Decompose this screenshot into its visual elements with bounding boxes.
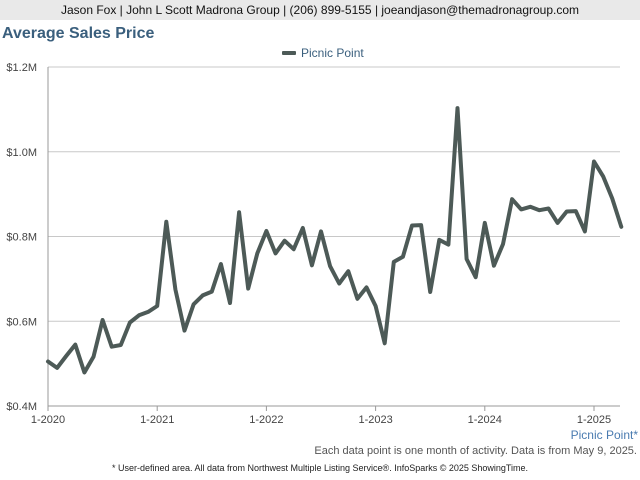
data-point: [519, 207, 523, 211]
data-point: [310, 263, 314, 267]
data-point: [556, 221, 560, 225]
data-point: [228, 301, 232, 305]
series-layer: [46, 106, 624, 375]
data-point: [292, 247, 296, 251]
data-point: [510, 197, 514, 201]
data-point: [592, 160, 596, 163]
data-point: [528, 205, 532, 209]
data-point: [128, 321, 132, 324]
data-point: [501, 242, 505, 246]
data-point: [383, 341, 387, 345]
data-point: [201, 293, 205, 297]
data-point: [346, 269, 350, 273]
x-tick-label: 1-2020: [31, 414, 65, 426]
data-point: [92, 355, 95, 359]
data-point: [264, 229, 268, 233]
data-point: [610, 196, 614, 200]
data-note: Each data point is one month of activity…: [314, 445, 637, 457]
data-point: [101, 318, 105, 322]
chart-legend: Picnic Point: [282, 46, 364, 60]
data-point: [210, 290, 214, 294]
data-point: [219, 262, 223, 266]
data-point: [428, 290, 432, 294]
legend-label: Picnic Point: [301, 46, 364, 60]
data-point: [155, 304, 159, 308]
data-point: [183, 329, 186, 333]
x-tick-label: 1-2023: [358, 414, 392, 426]
data-point: [237, 210, 241, 214]
data-point: [255, 251, 259, 255]
x-tick-label: 1-2021: [140, 414, 174, 426]
data-point: [355, 297, 359, 301]
data-point: [119, 343, 123, 347]
data-point: [547, 207, 550, 210]
data-point: [110, 345, 114, 349]
source-note: * User-defined area. All data from North…: [111, 463, 529, 473]
data-point: [537, 208, 541, 212]
data-point: [328, 264, 332, 268]
data-point: [437, 238, 441, 242]
data-point: [64, 354, 68, 358]
y-tick-label: $0.6M: [6, 316, 37, 328]
y-tick-label: $0.8M: [6, 232, 37, 244]
area-label: Picnic Point*: [570, 428, 638, 442]
x-tick-label: 1-2022: [249, 414, 283, 426]
data-point: [274, 251, 277, 255]
data-point: [410, 224, 414, 227]
data-point: [146, 310, 150, 314]
data-point: [374, 304, 378, 308]
data-point: [137, 313, 141, 317]
data-point: [619, 225, 623, 229]
data-point: [583, 229, 587, 233]
series-line-picnic-point: [46, 106, 624, 375]
data-point: [46, 360, 50, 363]
data-point: [192, 302, 196, 306]
agent-contact-line: Jason Fox | John L Scott Madrona Group |…: [60, 3, 580, 17]
data-point: [337, 282, 341, 285]
data-point: [173, 288, 177, 291]
data-point: [419, 223, 423, 227]
data-point: [601, 174, 605, 178]
agent-header-bar: Jason Fox | John L Scott Madrona Group |…: [0, 0, 640, 20]
data-point: [565, 210, 569, 213]
axes: $0.4M $0.6M $0.8M $1.0M $1.2M 1-2020 1-2021 1-2…: [6, 62, 620, 426]
data-point: [55, 366, 59, 370]
data-point: [82, 371, 86, 374]
data-point: [365, 285, 368, 289]
x-tick-label: 1-2025: [577, 414, 611, 426]
data-point: [392, 260, 396, 264]
y-tick-label: $1.2M: [6, 62, 37, 74]
data-point: [73, 343, 77, 347]
data-point: [456, 106, 459, 110]
data-point: [283, 239, 287, 243]
x-tick-label: 1-2024: [468, 414, 502, 426]
y-tick-label: $1.0M: [6, 147, 37, 159]
data-point: [319, 229, 323, 233]
chart-title: Average Sales Price: [2, 25, 155, 42]
data-point: [492, 264, 496, 268]
data-point: [246, 287, 250, 291]
data-point: [164, 220, 168, 224]
data-point: [483, 221, 487, 225]
y-tick-label: $0.4M: [6, 401, 37, 413]
grid-lines: [48, 66, 620, 407]
data-point: [446, 243, 450, 247]
data-point: [401, 255, 405, 259]
data-point: [301, 226, 305, 230]
data-point: [474, 275, 478, 279]
data-point: [574, 209, 578, 213]
data-point: [465, 257, 469, 261]
legend-swatch: [282, 51, 296, 55]
